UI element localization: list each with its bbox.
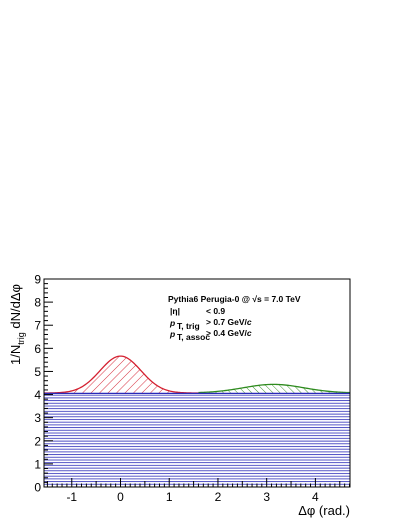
annotation-pt-assoc-value: > 0.4 GeV/ (206, 328, 248, 338)
away-side-peak-line (198, 383, 351, 394)
x-tick-label: 0 (117, 490, 124, 504)
annotation-eta-label: |η| (170, 306, 180, 316)
annotation-pt-trig-value: > 0.7 GeV/ (206, 317, 248, 327)
x-tick-label: -1 (66, 490, 77, 504)
annotation-pt-trig-sub: T, trig (177, 321, 200, 331)
y-tick-label: 2 (34, 434, 41, 448)
x-tick-label: 1 (166, 490, 173, 504)
y-tick-label: 1 (34, 457, 41, 471)
pedestal-area (44, 393, 350, 487)
annotation-pt-assoc-symbol: p (169, 329, 175, 339)
annotation-generator: Pythia6 Perugia-0 @ (168, 294, 252, 304)
y-tick-label: 4 (34, 388, 41, 402)
x-tick-label: 3 (263, 490, 270, 504)
annotation-box: Pythia6 Perugia-0 @ √s = 7.0 TeV |η| < 0… (168, 294, 301, 342)
y-tick-label: 8 (34, 296, 41, 310)
y-axis-title: 1/Ntrig dN/dΔφ (8, 284, 26, 365)
annotation-pt-assoc-sub: T, assoc (177, 332, 210, 342)
y-axis-title-prefix: 1/N (8, 345, 23, 365)
y-axis-title-sub: trig (16, 332, 26, 345)
annotation-generator-line: Pythia6 Perugia-0 @ √s = 7.0 TeV (168, 294, 301, 304)
near-side-peak-area (44, 356, 199, 394)
annotation-pt-trig-symbol: p (169, 318, 175, 328)
x-tick-label: 2 (215, 490, 222, 504)
x-axis-title: Δφ (rad.) (298, 503, 350, 518)
plot-frame (43, 278, 351, 488)
y-axis-title-suffix: dN/dΔφ (8, 284, 23, 332)
annotation-pt-trig-c: c (247, 317, 252, 327)
y-tick-label: 0 (34, 481, 41, 495)
plot-area (43, 278, 351, 488)
annotation-pt-assoc-c: c (247, 328, 252, 338)
y-tick-label: 9 (34, 273, 41, 287)
y-tick-label: 3 (34, 411, 41, 425)
y-tick-label: 6 (34, 342, 41, 356)
annotation-eta-cut: < 0.9 (206, 306, 225, 316)
x-tick-label: 4 (312, 490, 319, 504)
annotation-energy: √s = 7.0 TeV (252, 294, 301, 304)
near-side-peak-line (43, 355, 199, 394)
annotation-pt-assoc-cut: > 0.4 GeV/c (206, 328, 252, 338)
y-tick-label: 5 (34, 365, 41, 379)
annotation-pt-trig-cut: > 0.7 GeV/c (206, 317, 252, 327)
y-tick-label: 7 (34, 319, 41, 333)
away-side-peak-area (198, 384, 350, 394)
y-axis: 0 1 2 3 4 5 6 7 8 9 (34, 273, 53, 495)
